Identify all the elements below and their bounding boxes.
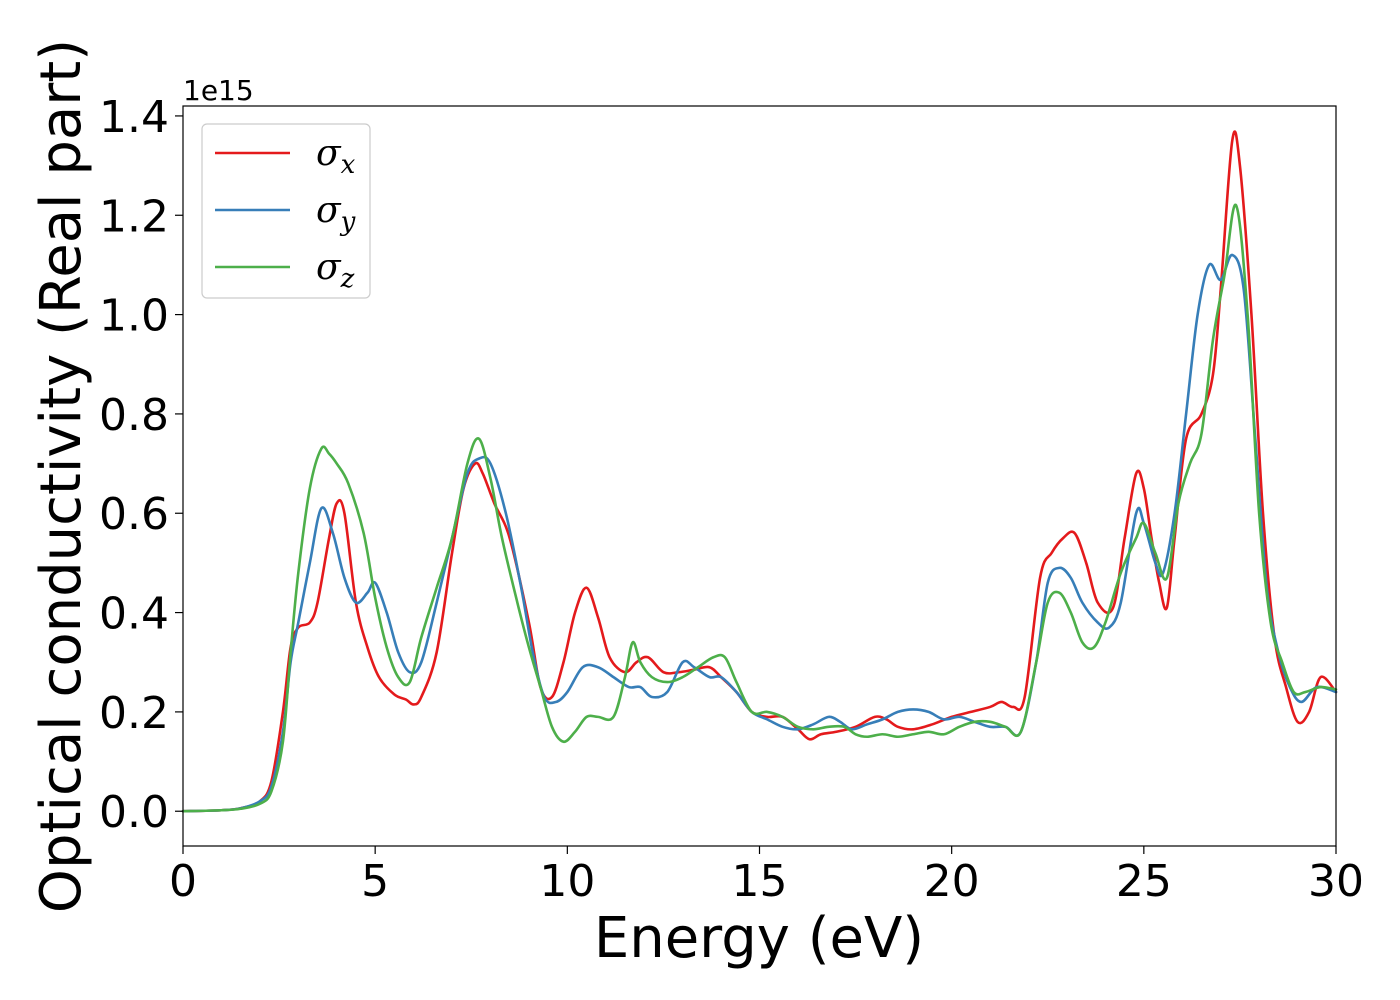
x-tick-label: 10 (539, 856, 595, 907)
x-tick-label: 0 (169, 856, 197, 907)
legend-label-sigma-z: σz (316, 247, 355, 294)
y-axis: 0.0 0.2 0.4 0.6 0.8 1.0 1.2 1.4 (99, 92, 183, 838)
y-tick-label: 1.2 (99, 191, 169, 242)
series-line-sigma-y (181, 253, 1338, 813)
y-tick-label: 0.2 (99, 688, 169, 739)
x-tick-label: 20 (924, 856, 980, 907)
y-tick-label: 0.4 (99, 589, 169, 640)
y-tick-label: 1.4 (99, 92, 169, 143)
series-line-sigma-z (181, 203, 1338, 813)
y-tick-label: 0.6 (99, 489, 169, 540)
y-tick-label: 0.8 (99, 390, 169, 441)
y-tick-label: 0.0 (99, 787, 169, 838)
y-tick-label: 1.0 (99, 291, 169, 342)
legend-label-sigma-x: σx (316, 133, 356, 180)
y-offset-label: 1e15 (183, 74, 254, 107)
x-tick-label: 30 (1308, 856, 1364, 907)
y-axis-label: Optical conductivity (Real part) (29, 39, 94, 913)
legend: σx σy σz (201, 123, 371, 299)
x-tick-label: 5 (361, 856, 389, 907)
x-axis-label: Energy (eV) (594, 906, 924, 971)
series-layer (181, 130, 1338, 813)
legend-items: σx σy σz (215, 133, 356, 294)
legend-label-sigma-y: σy (316, 190, 356, 237)
x-axis: 0 5 10 15 20 25 30 (169, 846, 1364, 907)
plot-background (183, 106, 1336, 846)
x-tick-label: 25 (1116, 856, 1172, 907)
x-tick-label: 15 (732, 856, 788, 907)
